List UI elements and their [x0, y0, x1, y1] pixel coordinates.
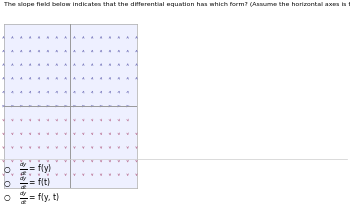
- Text: ○: ○: [4, 193, 10, 202]
- Text: $\frac{dy}{dt}$ = f(y): $\frac{dy}{dt}$ = f(y): [19, 161, 52, 178]
- Text: ○: ○: [4, 165, 10, 174]
- Text: $\frac{dy}{dt}$ = f(y, t): $\frac{dy}{dt}$ = f(y, t): [19, 189, 60, 204]
- Text: $\frac{dy}{dt}$ = f(t): $\frac{dy}{dt}$ = f(t): [19, 175, 51, 192]
- Text: The slope field below indicates that the differential equation has which form? (: The slope field below indicates that the…: [4, 2, 350, 7]
- Text: ○: ○: [4, 179, 10, 188]
